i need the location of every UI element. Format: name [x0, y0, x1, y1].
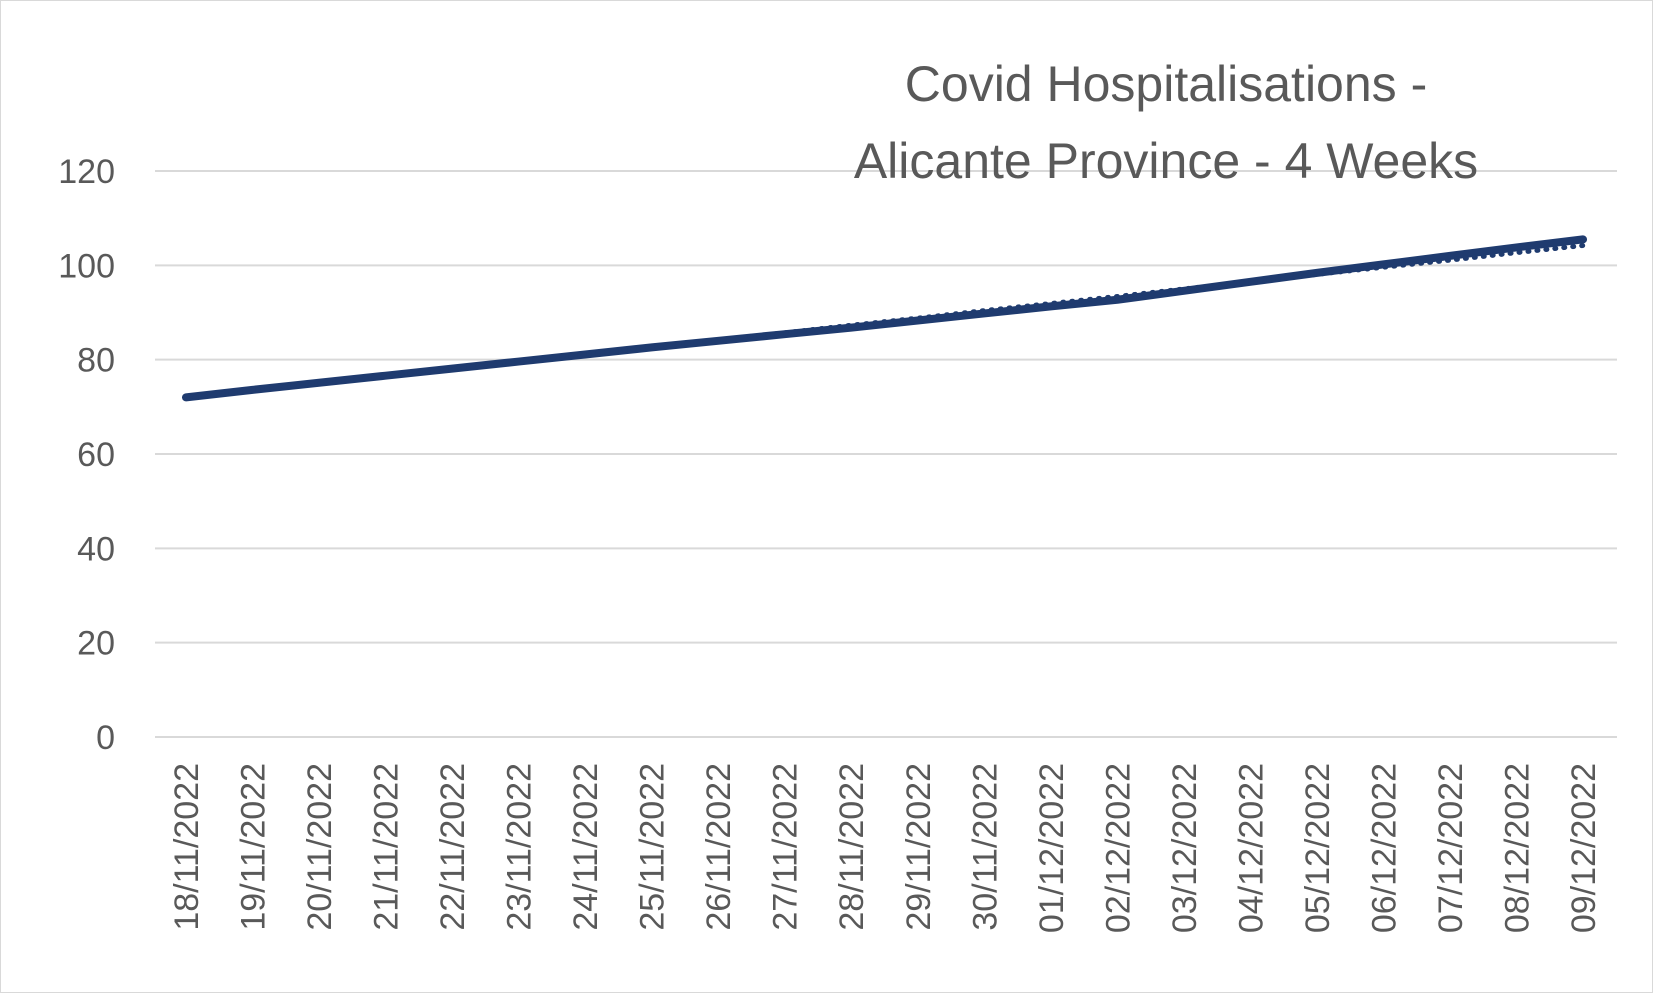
x-axis-ticks: 18/11/2022 19/11/2022 20/11/2022 21/11/2022…	[168, 763, 1603, 933]
x-tick-label: 25/11/2022	[634, 763, 672, 931]
x-tick-label: 27/11/2022	[767, 763, 805, 931]
y-axis-ticks: 0 20 40 60 80 100 120	[58, 153, 115, 757]
series-line	[182, 235, 1587, 402]
x-tick-label: 06/12/2022	[1365, 763, 1403, 933]
x-tick-label: 22/11/2022	[434, 763, 472, 931]
y-tick-label: 0	[96, 719, 115, 757]
x-tick-label: 02/12/2022	[1099, 763, 1137, 933]
x-tick-label: 28/11/2022	[833, 763, 871, 931]
y-tick-label: 100	[58, 247, 115, 285]
x-tick-label: 04/12/2022	[1232, 763, 1270, 933]
x-tick-label: 20/11/2022	[301, 763, 339, 931]
x-tick-label: 21/11/2022	[368, 763, 406, 931]
series-lines	[182, 235, 1587, 402]
x-tick-label: 07/12/2022	[1432, 763, 1470, 933]
x-tick-label: 01/12/2022	[1033, 763, 1071, 933]
x-tick-label: 29/11/2022	[900, 763, 938, 931]
y-tick-label: 60	[77, 436, 115, 474]
y-tick-label: 80	[77, 342, 115, 380]
x-tick-label: 05/12/2022	[1299, 763, 1337, 933]
x-tick-label: 09/12/2022	[1565, 763, 1603, 933]
x-tick-label: 26/11/2022	[700, 763, 738, 931]
x-tick-label: 18/11/2022	[168, 763, 206, 931]
x-tick-label: 08/12/2022	[1498, 763, 1536, 933]
y-tick-label: 20	[77, 625, 115, 663]
y-tick-label: 120	[58, 153, 115, 191]
x-tick-label: 23/11/2022	[501, 763, 539, 931]
y-tick-label: 40	[77, 530, 115, 568]
x-tick-label: 03/12/2022	[1166, 763, 1204, 933]
gridlines	[155, 170, 1617, 738]
chart-title-line-2: Alicante Province - 4 Weeks	[854, 133, 1478, 189]
x-tick-label: 19/11/2022	[235, 763, 273, 931]
trendline-dotted	[183, 243, 1586, 401]
x-tick-label: 24/11/2022	[567, 763, 605, 931]
chart-title-line-1: Covid Hospitalisations -	[905, 56, 1427, 112]
x-tick-label: 30/11/2022	[966, 763, 1004, 931]
